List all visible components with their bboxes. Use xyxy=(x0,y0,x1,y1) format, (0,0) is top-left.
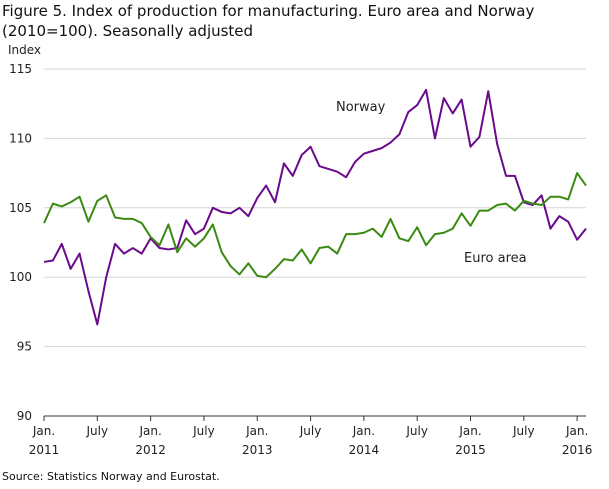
x-tick-year-label: 2016 xyxy=(562,443,593,457)
y-tick-label: 100 xyxy=(9,270,32,284)
source-note: Source: Statistics Norway and Eurostat. xyxy=(2,470,220,483)
x-tick-label: Jan. xyxy=(245,424,268,438)
y-tick-label: 105 xyxy=(9,201,32,215)
x-axis-ticks: Jan. 2011 July Jan. 2012 July Jan. 2013 July Jan.… xyxy=(29,424,593,457)
x-tick-label: Jan. xyxy=(138,424,161,438)
x-axis xyxy=(43,415,586,421)
x-tick-label: Jan. xyxy=(32,424,55,438)
x-tick-year-label: 2013 xyxy=(242,443,273,457)
y-tick-label: 115 xyxy=(9,62,32,76)
x-tick-label: July xyxy=(405,424,428,438)
x-tick-year-label: 2014 xyxy=(349,443,380,457)
y-tick-label: 95 xyxy=(17,340,32,354)
series-label-norway: Norway xyxy=(336,100,386,115)
x-tick-year-label: 2011 xyxy=(29,443,60,457)
chart-grid xyxy=(44,68,586,348)
series-lines xyxy=(43,88,587,326)
x-tick-label: July xyxy=(512,424,535,438)
x-tick-label: July xyxy=(192,424,215,438)
x-tick-year-label: 2012 xyxy=(135,443,166,457)
series-line-euro-area xyxy=(43,172,587,279)
y-axis-label: Index xyxy=(8,43,41,57)
y-tick-label: 110 xyxy=(9,131,32,145)
series-labels: Norway Euro area xyxy=(336,100,527,266)
x-tick-label: Jan. xyxy=(458,424,481,438)
x-tick-year-label: 2015 xyxy=(455,443,486,457)
y-tick-label: 90 xyxy=(17,409,32,423)
x-tick-label: Jan. xyxy=(565,424,588,438)
series-line-norway xyxy=(43,88,587,326)
x-tick-label: Jan. xyxy=(352,424,375,438)
figure-title: Figure 5. Index of production for manufa… xyxy=(2,2,535,40)
y-axis-ticks: 90 95 100 105 110 115 xyxy=(9,62,32,423)
x-tick-label: July xyxy=(86,424,109,438)
x-tick-label: July xyxy=(299,424,322,438)
series-label-euro-area: Euro area xyxy=(464,251,527,266)
